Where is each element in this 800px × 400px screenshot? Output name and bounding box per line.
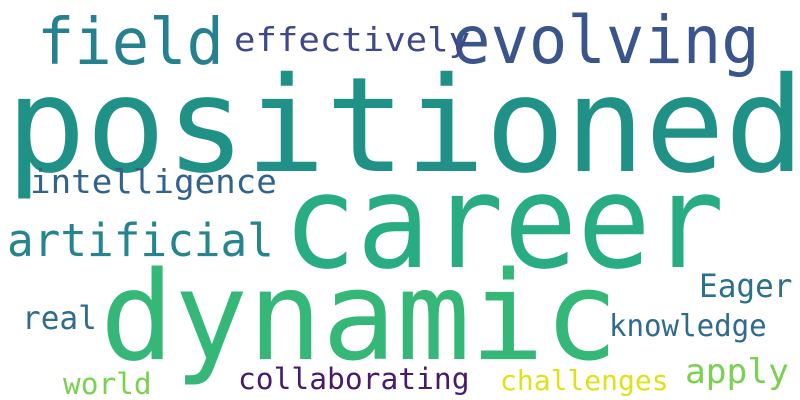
word-dynamic: dynamic: [100, 246, 619, 389]
word-world: world: [63, 367, 152, 400]
word-challenges: challenges: [500, 364, 669, 397]
word-artificial: artificial: [7, 214, 274, 267]
word-real: real: [22, 299, 97, 337]
word-Eager: Eager: [699, 267, 793, 305]
word-positioned: positioned: [6, 49, 800, 203]
word-field: field: [37, 6, 224, 80]
word-intelligence: intelligence: [30, 162, 277, 201]
word-apply: apply: [685, 352, 789, 392]
word-collaborating: collaborating: [238, 362, 470, 396]
word-career: career: [283, 146, 725, 298]
word-effectively: effectively: [234, 20, 471, 59]
word-knowledge: knowledge: [609, 309, 767, 344]
word-evolving: evolving: [452, 2, 760, 79]
